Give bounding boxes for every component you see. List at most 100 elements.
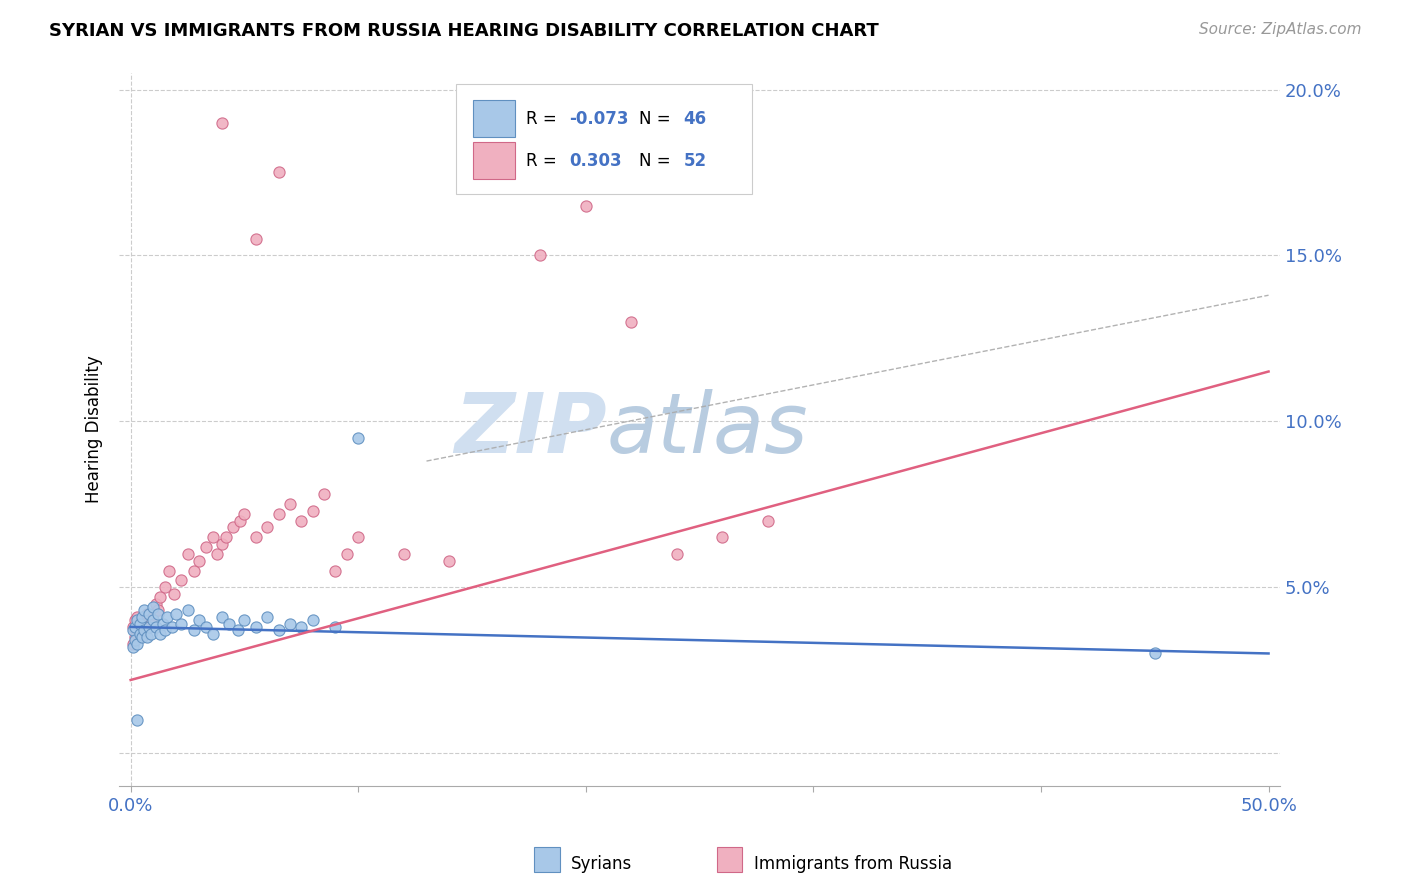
Point xyxy=(124,620,146,634)
Point xyxy=(325,564,347,578)
Point xyxy=(290,620,312,634)
Point xyxy=(128,626,150,640)
Text: 0.303: 0.303 xyxy=(569,152,623,169)
Point xyxy=(229,514,252,528)
Text: 52: 52 xyxy=(683,152,706,169)
Point xyxy=(256,610,278,624)
Text: Syrians: Syrians xyxy=(571,855,633,873)
Point xyxy=(156,610,179,624)
Point xyxy=(149,590,172,604)
Point xyxy=(267,507,290,521)
Point xyxy=(211,116,233,130)
Point xyxy=(347,431,370,445)
Point xyxy=(122,636,145,650)
Point xyxy=(139,626,162,640)
Point xyxy=(392,547,415,561)
Point xyxy=(135,607,157,621)
Point xyxy=(194,541,217,555)
Point xyxy=(160,620,183,634)
Point xyxy=(142,600,165,615)
Point xyxy=(122,620,145,634)
Point xyxy=(145,597,167,611)
Point xyxy=(127,636,149,650)
Point xyxy=(314,487,336,501)
Point xyxy=(131,620,153,634)
Point xyxy=(163,587,186,601)
Point xyxy=(187,553,209,567)
Point xyxy=(153,624,176,638)
Point xyxy=(575,199,598,213)
Point xyxy=(157,564,180,578)
Point xyxy=(205,547,228,561)
Point xyxy=(142,607,165,621)
Point xyxy=(122,624,145,638)
Point xyxy=(134,626,156,640)
Point xyxy=(290,514,312,528)
Point xyxy=(183,624,205,638)
Point xyxy=(122,640,145,654)
Point xyxy=(170,574,193,588)
Text: SYRIAN VS IMMIGRANTS FROM RUSSIA HEARING DISABILITY CORRELATION CHART: SYRIAN VS IMMIGRANTS FROM RUSSIA HEARING… xyxy=(49,22,879,40)
Point xyxy=(211,610,233,624)
Point xyxy=(187,613,209,627)
Point xyxy=(301,504,323,518)
Point xyxy=(233,613,256,627)
Point xyxy=(301,613,323,627)
Point xyxy=(439,553,461,567)
Point xyxy=(215,530,238,544)
Point xyxy=(138,620,160,634)
Point xyxy=(142,613,165,627)
FancyBboxPatch shape xyxy=(456,84,752,194)
Text: R =: R = xyxy=(526,152,561,169)
Point xyxy=(146,603,169,617)
Point xyxy=(124,613,146,627)
Point xyxy=(131,613,153,627)
Point xyxy=(756,514,779,528)
Y-axis label: Hearing Disability: Hearing Disability xyxy=(86,356,103,503)
Point xyxy=(267,624,290,638)
Point xyxy=(138,620,160,634)
Point xyxy=(149,626,172,640)
Point xyxy=(124,630,146,644)
Point xyxy=(146,607,169,621)
Point xyxy=(325,620,347,634)
Point xyxy=(138,607,160,621)
Point xyxy=(165,607,187,621)
Text: atlas: atlas xyxy=(607,389,808,470)
Point xyxy=(134,624,156,638)
Point xyxy=(620,315,643,329)
Text: Source: ZipAtlas.com: Source: ZipAtlas.com xyxy=(1198,22,1361,37)
Text: N =: N = xyxy=(640,110,676,128)
Point xyxy=(711,530,734,544)
Point xyxy=(665,547,688,561)
Point xyxy=(233,507,256,521)
Point xyxy=(135,630,157,644)
Point xyxy=(127,610,149,624)
Point xyxy=(134,616,156,631)
Point xyxy=(222,520,245,534)
Point xyxy=(201,626,224,640)
Point xyxy=(336,547,359,561)
Point xyxy=(218,616,240,631)
Point xyxy=(194,620,217,634)
Point xyxy=(256,520,278,534)
Point xyxy=(153,580,176,594)
Point xyxy=(170,616,193,631)
Point xyxy=(183,564,205,578)
Point xyxy=(128,624,150,638)
Point xyxy=(245,530,267,544)
Point xyxy=(127,713,149,727)
Point xyxy=(134,603,156,617)
Point xyxy=(139,613,162,627)
Point xyxy=(176,547,198,561)
Point xyxy=(145,620,167,634)
Point xyxy=(211,537,233,551)
Point xyxy=(278,616,301,631)
Text: N =: N = xyxy=(640,152,676,169)
Point xyxy=(278,497,301,511)
Point xyxy=(529,248,551,262)
Point xyxy=(127,626,149,640)
Point xyxy=(226,624,249,638)
FancyBboxPatch shape xyxy=(474,100,515,137)
Point xyxy=(245,620,267,634)
